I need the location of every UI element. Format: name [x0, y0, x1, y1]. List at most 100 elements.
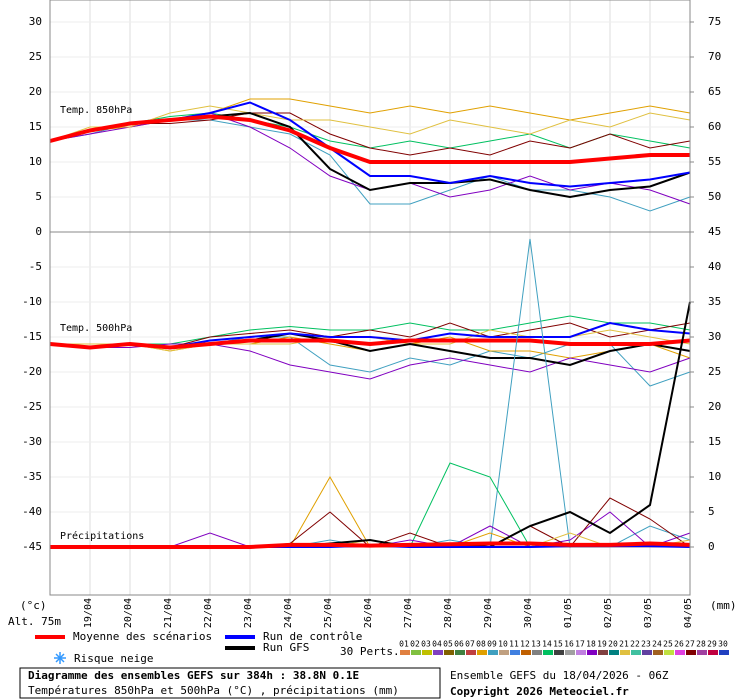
- x-tick-label: 29/04: [483, 598, 494, 628]
- y-axis-unit: (°c): [20, 599, 47, 612]
- footer-title: Diagramme des ensembles GEFS sur 384h : …: [28, 669, 359, 682]
- y2-tick-label: 15: [708, 435, 721, 448]
- x-tick-label: 25/04: [323, 598, 334, 628]
- y-tick-label: -5: [29, 260, 42, 273]
- member-swatch: [400, 650, 410, 655]
- y2-tick-label: 20: [708, 400, 721, 413]
- member-label: 20: [608, 640, 618, 649]
- series-line: [49, 112, 691, 156]
- x-tick-label: 02/05: [603, 598, 614, 628]
- member-swatch: [422, 650, 432, 655]
- member-swatch: [675, 650, 685, 655]
- footer-copyright: Copyright 2026 Meteociel.fr: [450, 685, 629, 698]
- member-label: 05: [443, 640, 453, 649]
- member-label: 10: [498, 640, 508, 649]
- member-swatch: [510, 650, 520, 655]
- legend-label: Run de contrôle: [263, 630, 362, 643]
- y-tick-label: 0: [35, 225, 42, 238]
- y2-tick-label: 10: [708, 470, 721, 483]
- y-tick-label: -35: [22, 470, 42, 483]
- member-swatch: [455, 650, 465, 655]
- member-label: 24: [652, 640, 662, 649]
- series-line: [50, 541, 691, 549]
- member-label: 01: [399, 640, 409, 649]
- member-label: 25: [663, 640, 673, 649]
- y-tick-label: -45: [22, 540, 42, 553]
- y-tick-label: 5: [35, 190, 42, 203]
- member-swatch: [521, 650, 531, 655]
- member-swatch: [499, 650, 509, 655]
- footer-run: Ensemble GEFS du 18/04/2026 - 06Z: [450, 669, 669, 682]
- member-label: 08: [476, 640, 486, 649]
- member-swatch: [653, 650, 663, 655]
- member-label: 11: [509, 640, 519, 649]
- member-swatch: [477, 650, 487, 655]
- member-swatch: [631, 650, 641, 655]
- legend-label: Moyenne des scénarios: [73, 630, 212, 643]
- series-line: [49, 338, 691, 350]
- y2-tick-label: 40: [708, 260, 721, 273]
- member-label: 12: [520, 640, 530, 649]
- member-label: 19: [597, 640, 607, 649]
- x-tick-label: 23/04: [243, 598, 254, 628]
- legend-label: Run GFS: [263, 641, 309, 654]
- x-tick-label: 24/04: [283, 598, 294, 628]
- member-swatch: [543, 650, 553, 655]
- member-swatch: [587, 650, 597, 655]
- x-tick-label: 04/05: [683, 598, 694, 628]
- y-tick-label: -30: [22, 435, 42, 448]
- member-label: 17: [575, 640, 585, 649]
- member-label: 09: [487, 640, 497, 649]
- y2-tick-label: 30: [708, 330, 721, 343]
- member-label: 18: [586, 640, 596, 649]
- member-swatch: [664, 650, 674, 655]
- member-label: 30: [718, 640, 728, 649]
- footer-subtitle: Températures 850hPa et 500hPa (°C) , pré…: [28, 684, 399, 697]
- y2-tick-label: 70: [708, 50, 721, 63]
- y2-tick-label: 25: [708, 365, 721, 378]
- member-swatch: [708, 650, 718, 655]
- member-swatch: [433, 650, 443, 655]
- plot-frame: [49, 0, 691, 596]
- member-swatch: [598, 650, 608, 655]
- x-tick-label: 19/04: [83, 598, 94, 628]
- footer-box: [19, 667, 441, 699]
- member-swatch: [444, 650, 454, 655]
- member-swatch: [565, 650, 575, 655]
- member-label: 23: [641, 640, 651, 649]
- member-label: 16: [564, 640, 574, 649]
- x-tick-label: 27/04: [403, 598, 414, 628]
- panel-annotation: Précipitations: [60, 530, 144, 542]
- member-label: 03: [421, 640, 431, 649]
- member-label: 21: [619, 640, 629, 649]
- y-tick-label: -15: [22, 330, 42, 343]
- y-tick-label: 10: [29, 155, 42, 168]
- x-tick-label: 03/05: [643, 598, 654, 628]
- member-swatch: [719, 650, 729, 655]
- y2-tick-label: 45: [708, 225, 721, 238]
- series-line: [49, 114, 690, 164]
- y2-tick-label: 60: [708, 120, 721, 133]
- member-swatch: [488, 650, 498, 655]
- member-label: 26: [674, 640, 684, 649]
- lines-layer: [49, 98, 691, 549]
- panel-title: Temp. 500hPa: [60, 323, 132, 334]
- member-label: 22: [630, 640, 640, 649]
- y2-tick-label: 50: [708, 190, 721, 203]
- y-tick-label: 20: [29, 85, 42, 98]
- y-tick-label: 30: [29, 15, 42, 28]
- x-tick-label: 21/04: [163, 598, 174, 628]
- y-tick-label: 25: [29, 50, 42, 63]
- member-label: 15: [553, 640, 563, 649]
- y2-tick-label: 55: [708, 155, 721, 168]
- member-label: 13: [531, 640, 541, 649]
- member-swatch: [466, 650, 476, 655]
- x-tick-label: 20/04: [123, 598, 134, 628]
- members-legend-label: 30 Perts.: [340, 645, 400, 658]
- member-swatch: [620, 650, 630, 655]
- y-tick-label: -10: [22, 295, 42, 308]
- member-swatch: [609, 650, 619, 655]
- member-label: 27: [685, 640, 695, 649]
- member-swatch: [642, 650, 652, 655]
